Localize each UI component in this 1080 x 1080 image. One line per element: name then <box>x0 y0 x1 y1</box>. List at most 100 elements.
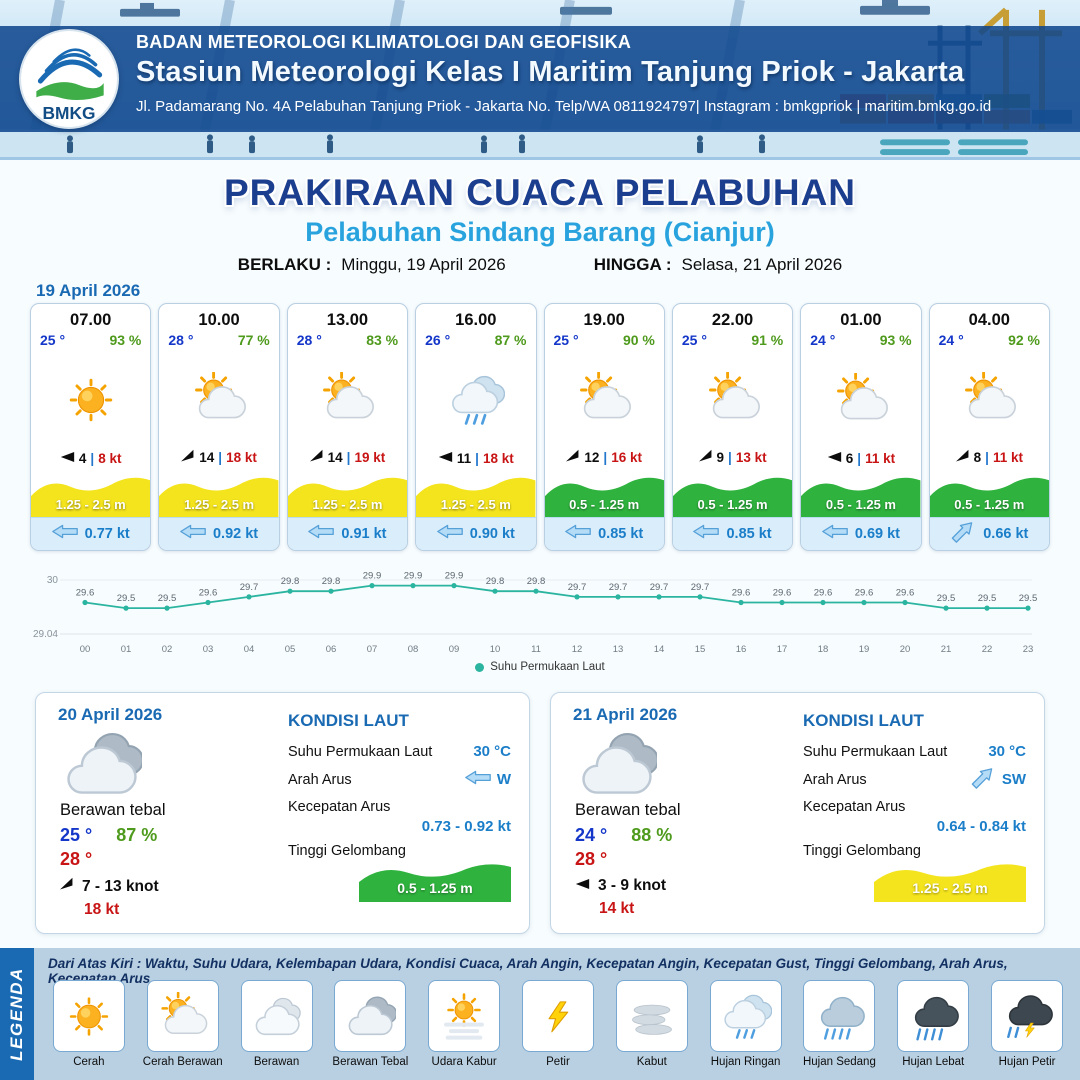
humidity: 87 % <box>494 332 527 348</box>
daily-weather-column: Berawan tebal 25 ° 87 % 28 ° 7 - 13 knot 18 k… <box>60 731 278 919</box>
condition-label: Berawan tebal <box>575 801 681 819</box>
svg-text:29.6: 29.6 <box>732 588 751 599</box>
svg-text:08: 08 <box>408 644 419 655</box>
berlaku-label: BERLAKU : <box>237 255 332 274</box>
wave-height-label: Tinggi Gelombang <box>803 843 921 859</box>
wave-height-band: 1.25 - 2.5 m <box>159 471 279 517</box>
svg-text:29.9: 29.9 <box>404 571 423 582</box>
svg-text:20: 20 <box>900 644 911 655</box>
gust-speed: 19 kt <box>354 450 386 465</box>
svg-text:14: 14 <box>654 644 665 655</box>
svg-text:29.8: 29.8 <box>527 576 546 587</box>
wind-range: 7 - 13 knot <box>82 877 159 895</box>
current-direction-icon <box>822 524 848 544</box>
current-direction-label: Arah Arus <box>803 771 867 788</box>
svg-text:29.6: 29.6 <box>199 588 218 599</box>
cerah-berawan-icon <box>159 348 278 449</box>
wind-row: 6 | 11 kt <box>801 451 920 466</box>
legend-item-udara-kabur: Udara Kabur <box>417 980 511 1068</box>
current-speed: 0.92 kt <box>212 526 259 542</box>
current-speed: 0.66 kt <box>983 526 1029 542</box>
legend-item-hujan-sedang: Hujan Sedang <box>793 980 887 1068</box>
wind-row: 14 | 18 kt <box>159 449 278 466</box>
legend-series-name: Suhu Permukaan Laut <box>490 661 605 673</box>
forecast-time: 22.00 <box>711 311 754 329</box>
forecast-card-10.00: 10.00 28 ° 77 % 14 | 18 kt 1.25 - 2.5 m 0.92 kt <box>158 303 280 551</box>
wave-height: 1.25 - 2.5 m <box>55 497 126 512</box>
wind-direction-icon <box>566 449 580 466</box>
berawan-tebal-icon <box>334 980 407 1052</box>
temp-humidity-row: 24 ° 92 % <box>930 330 1049 348</box>
legend-item-berawan-tebal: Berawan Tebal <box>323 980 417 1068</box>
wind-direction-icon <box>181 449 195 466</box>
current-speed: 0.64 - 0.84 kt <box>936 818 1026 835</box>
legend-item-label: Petir <box>546 1056 570 1068</box>
current-direction: W <box>464 770 511 789</box>
sea-conditions-column: KONDISI LAUT Suhu Permukaan Laut 30 °C Arah… <box>803 711 1026 910</box>
gust-speed: 18 kt <box>482 451 514 466</box>
temp-humidity-row: 28 ° 83 % <box>288 330 407 348</box>
forecast-time: 10.00 <box>198 311 240 329</box>
gust-speed: 18 kt <box>84 901 120 918</box>
wind-row: 4 | 8 kt <box>31 451 150 466</box>
air-temperature: 24 ° <box>938 332 964 348</box>
gust-speed: 8 kt <box>98 451 122 466</box>
svg-text:18: 18 <box>818 644 829 655</box>
current-direction-icon <box>180 524 206 544</box>
air-temperature: 28 ° <box>296 332 322 348</box>
wind-direction-icon <box>60 877 74 896</box>
daily-date: 20 April 2026 <box>58 705 163 724</box>
cerah-berawan-icon <box>930 348 1049 449</box>
wind-direction-icon <box>60 451 75 466</box>
cerah-berawan-icon <box>801 348 920 451</box>
svg-text:23: 23 <box>1023 644 1034 655</box>
wind-direction-icon <box>309 449 324 466</box>
wave-height: 1.25 - 2.5 m <box>312 497 383 512</box>
wave-height: 0.5 - 1.25 m <box>825 497 896 512</box>
gust-speed: 13 kt <box>735 450 767 465</box>
svg-text:29.5: 29.5 <box>937 593 956 604</box>
berawan-tebal-icon <box>60 731 278 797</box>
svg-text:04: 04 <box>244 644 255 655</box>
humidity: 92 % <box>1008 332 1040 348</box>
current-row: 0.66 kt <box>929 517 1049 550</box>
svg-text:29.7: 29.7 <box>240 582 259 593</box>
daily-card: 20 April 2026 Berawan tebal 25 ° 87 % 28 ° 7 … <box>35 692 530 934</box>
legend-item-label: Cerah <box>73 1056 105 1068</box>
hourly-forecast-row: 07.00 25 ° 93 % 4 | 8 kt 1.25 - 2.5 m 0.77 kt 10… <box>30 303 1050 551</box>
header-text: BADAN METEOROLOGI KLIMATOLOGI DAN GEOFIS… <box>136 32 1072 115</box>
current-speed: 0.69 kt <box>854 526 901 542</box>
svg-text:29.04: 29.04 <box>33 629 58 640</box>
forecast-card-07.00: 07.00 25 ° 93 % 4 | 8 kt 1.25 - 2.5 m 0.77 kt <box>30 303 152 551</box>
wind-row: 8 | 11 kt <box>930 449 1049 466</box>
wind-speed: 14 <box>199 450 215 465</box>
cerah-berawan-icon <box>545 348 664 449</box>
temp-humidity-row: 25 ° 91 % <box>673 330 792 348</box>
humidity: 93 % <box>879 332 912 348</box>
petir-icon <box>521 980 594 1052</box>
forecast-time: 19.00 <box>583 311 625 329</box>
sea-title: KONDISI LAUT <box>288 711 409 730</box>
current-speed-label: Kecepatan Arus <box>803 799 906 815</box>
temp-humidity-row: 25 ° 93 % <box>31 330 150 348</box>
hourly-date: 19 April 2026 <box>36 281 141 300</box>
current-direction-icon <box>693 524 720 544</box>
svg-text:29.5: 29.5 <box>117 593 136 604</box>
wave-height-band: 0.5 - 1.25 m <box>672 471 793 517</box>
wind-range: 3 - 9 knot <box>598 877 667 894</box>
current-direction-label: Arah Arus <box>288 771 352 788</box>
wave-height-band: 1.25 - 2.5 m <box>416 471 536 517</box>
current-row: 0.92 kt <box>159 517 279 550</box>
temp-humidity-row: 24 ° 93 % <box>801 330 920 348</box>
legend-item-cerah: Cerah <box>42 980 136 1068</box>
svg-text:30: 30 <box>47 575 59 586</box>
current-direction: SW <box>970 768 1026 789</box>
svg-text:16: 16 <box>736 644 747 655</box>
svg-text:29.7: 29.7 <box>609 582 628 593</box>
chart-legend: Suhu Permukaan Laut <box>30 661 1050 673</box>
daily-weather-column: Berawan tebal 24 ° 88 % 28 ° 3 - 9 knot 14 kt <box>575 731 793 918</box>
temp-max: 28 ° <box>575 849 608 869</box>
wind-row: 14 | 19 kt <box>288 449 407 466</box>
svg-text:29.6: 29.6 <box>76 588 95 599</box>
